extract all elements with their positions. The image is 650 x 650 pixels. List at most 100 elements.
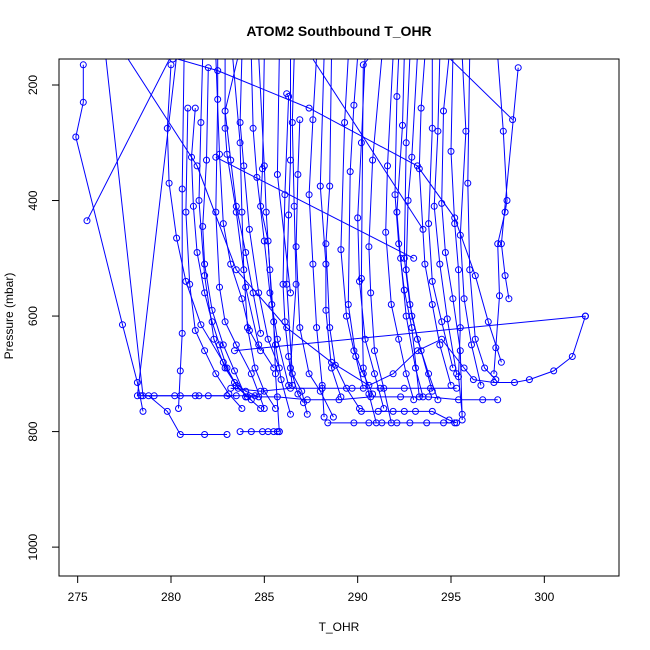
data-point bbox=[139, 407, 147, 415]
data-point bbox=[309, 116, 317, 124]
series-40 bbox=[425, 59, 457, 372]
data-point bbox=[354, 214, 362, 222]
data-point bbox=[434, 396, 442, 404]
data-point bbox=[227, 156, 235, 164]
data-point bbox=[309, 260, 317, 268]
data-point bbox=[455, 373, 462, 381]
data-point bbox=[471, 335, 479, 343]
series-16 bbox=[221, 59, 265, 337]
data-point bbox=[272, 341, 279, 349]
data-point bbox=[445, 59, 450, 60]
data-point bbox=[355, 59, 360, 60]
data-point bbox=[396, 59, 401, 60]
series-line bbox=[232, 59, 276, 409]
data-point bbox=[389, 407, 397, 415]
series-line bbox=[245, 396, 498, 401]
data-point bbox=[260, 237, 268, 245]
series-line bbox=[450, 59, 463, 415]
data-point bbox=[169, 59, 173, 60]
data-point bbox=[494, 240, 502, 248]
data-point bbox=[430, 202, 438, 210]
data-point bbox=[460, 295, 468, 303]
data-point bbox=[165, 59, 170, 60]
series-line bbox=[224, 59, 262, 334]
data-point bbox=[467, 59, 472, 60]
data-point bbox=[447, 147, 455, 155]
series-line bbox=[340, 59, 374, 395]
data-point bbox=[440, 419, 447, 427]
data-point bbox=[256, 59, 261, 60]
data-point bbox=[378, 419, 386, 427]
data-point bbox=[227, 384, 235, 392]
data-point bbox=[197, 119, 205, 126]
data-point bbox=[236, 428, 244, 436]
y-tick-label: 400 bbox=[26, 190, 40, 210]
data-point bbox=[425, 220, 433, 228]
data-point bbox=[402, 59, 407, 60]
data-point bbox=[223, 150, 231, 158]
data-point bbox=[239, 59, 244, 60]
data-point bbox=[382, 228, 390, 236]
x-tick-label: 295 bbox=[441, 590, 461, 604]
data-point bbox=[379, 59, 384, 60]
series-44 bbox=[456, 59, 485, 389]
data-point bbox=[423, 419, 431, 427]
data-point bbox=[167, 61, 175, 69]
data-point bbox=[238, 295, 246, 303]
data-point bbox=[451, 214, 459, 222]
series-line bbox=[178, 59, 185, 409]
data-point bbox=[412, 364, 419, 372]
data-point bbox=[281, 318, 289, 326]
data-point bbox=[294, 390, 302, 398]
y-axis-label: Pressure (mbar) bbox=[2, 273, 16, 360]
data-point bbox=[402, 370, 410, 378]
data-point bbox=[359, 364, 367, 372]
data-point bbox=[410, 396, 418, 404]
data-point bbox=[275, 428, 283, 436]
y-tick-label: 200 bbox=[26, 75, 40, 95]
data-point bbox=[384, 162, 391, 170]
data-point bbox=[357, 139, 365, 147]
data-point bbox=[466, 266, 474, 274]
data-point bbox=[195, 197, 203, 204]
data-point bbox=[281, 191, 289, 199]
data-point bbox=[451, 419, 459, 427]
data-point bbox=[251, 364, 259, 372]
data-point bbox=[216, 283, 223, 291]
data-point bbox=[212, 370, 220, 378]
data-point bbox=[369, 156, 377, 164]
data-point bbox=[341, 119, 349, 126]
data-point bbox=[462, 127, 470, 135]
data-point bbox=[397, 393, 405, 401]
data-point bbox=[79, 98, 87, 106]
data-point bbox=[174, 59, 179, 60]
series-51 bbox=[212, 153, 418, 262]
data-point bbox=[221, 364, 229, 372]
data-point bbox=[408, 312, 416, 320]
data-point bbox=[242, 393, 250, 401]
data-point bbox=[195, 392, 203, 400]
data-point bbox=[438, 318, 446, 326]
data-point bbox=[171, 392, 179, 400]
data-point bbox=[329, 413, 337, 421]
data-point bbox=[188, 153, 195, 161]
data-point bbox=[287, 156, 294, 164]
data-point bbox=[408, 153, 416, 161]
series-line bbox=[127, 59, 586, 386]
series-24 bbox=[287, 59, 307, 407]
data-point bbox=[337, 246, 345, 254]
data-point bbox=[266, 289, 274, 297]
data-point bbox=[490, 379, 498, 386]
data-point bbox=[232, 266, 240, 274]
data-point bbox=[178, 185, 186, 193]
data-point bbox=[428, 407, 436, 415]
data-point bbox=[219, 220, 227, 228]
data-point bbox=[367, 289, 375, 297]
data-point bbox=[231, 379, 238, 386]
series-line bbox=[385, 59, 415, 400]
data-point bbox=[182, 208, 190, 216]
data-point bbox=[361, 335, 369, 343]
series-17 bbox=[236, 59, 283, 372]
data-point bbox=[326, 324, 334, 332]
